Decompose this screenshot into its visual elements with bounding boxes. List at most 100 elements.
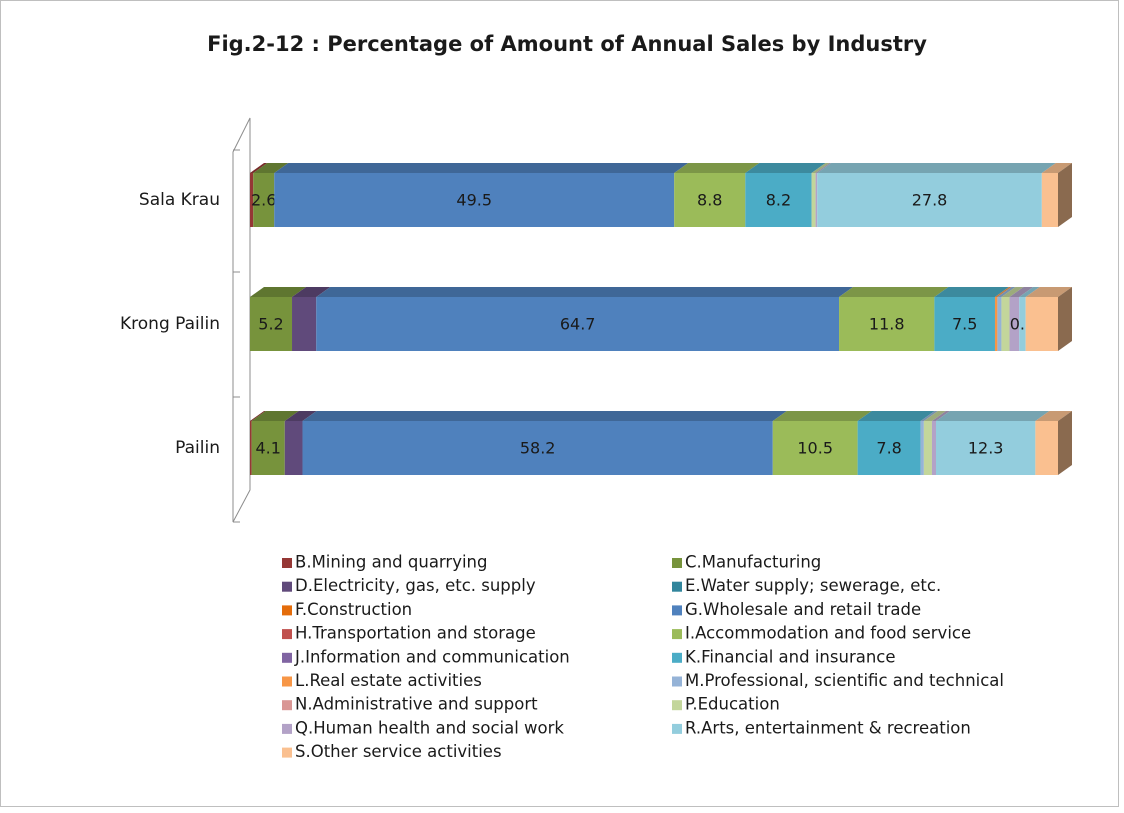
bar-segment-top: [251, 411, 299, 421]
bar-segment-top: [250, 411, 266, 421]
legend-label: P.Education: [685, 695, 780, 714]
bar-segment: [1001, 297, 1010, 351]
bar-segment: [1041, 173, 1058, 227]
bar-segment: [1009, 297, 1020, 351]
data-label: 2.6: [251, 191, 276, 210]
chart-title: Fig.2-12 : Percentage of Amount of Annua…: [207, 32, 927, 56]
data-label: 27.8: [912, 191, 948, 210]
bar-segment-top: [857, 411, 935, 421]
bar-segment: [292, 297, 317, 351]
data-label: 8.2: [766, 191, 791, 210]
bar-segment-top: [302, 411, 787, 421]
legend-label: I.Accommodation and food service: [685, 624, 971, 643]
bar-segment: [1025, 297, 1058, 351]
bar-segment: [250, 421, 252, 475]
legend-label: J.Information and communication: [294, 647, 570, 666]
legend-swatch: [282, 652, 292, 663]
bar-segment-top: [316, 287, 854, 297]
legend-label: M.Professional, scientific and technical: [685, 671, 1004, 690]
data-label: 5.2: [258, 315, 283, 334]
bar-segment: [253, 173, 275, 227]
bar-segment-top: [292, 287, 331, 297]
bar-segment: [1019, 297, 1026, 351]
bar-segment: [811, 173, 816, 227]
legend-swatch: [672, 629, 682, 640]
bar-segment-top: [253, 163, 289, 173]
legend-swatch: [672, 652, 682, 663]
bar-segment-top: [1035, 411, 1072, 421]
legend-swatch: [672, 723, 682, 734]
bar-segment-top: [1025, 287, 1072, 297]
bar-segment-top: [815, 163, 832, 173]
bar-segment: [931, 421, 936, 475]
legend-swatch: [282, 629, 292, 640]
bar-segment: [997, 297, 1002, 351]
bar-segment: [839, 297, 935, 351]
bar-segment-top: [811, 163, 830, 173]
legend-swatch: [282, 747, 292, 758]
bar-segment-top: [994, 287, 1012, 297]
bar-segment-top: [745, 163, 826, 173]
data-label: 7.8: [876, 439, 901, 458]
data-label: 4.1: [255, 439, 280, 458]
bar-segment-top: [1041, 163, 1072, 173]
legend-label: G.Wholesale and retail trade: [685, 600, 921, 619]
bar-segment: [316, 297, 840, 351]
bar-segment: [250, 297, 293, 351]
category-label: Pailin: [175, 438, 220, 458]
bar-segment-top: [1001, 287, 1024, 297]
legend-swatch: [282, 558, 292, 568]
legend-swatch: [282, 700, 292, 711]
bar-segment-top: [284, 411, 317, 421]
legend-label: S.Other service activities: [295, 742, 502, 761]
data-label: 10.5: [797, 439, 833, 458]
bar-segment: [274, 173, 675, 227]
bar-segment-top: [250, 287, 307, 297]
bar-segment-top: [997, 287, 1016, 297]
legend-swatch: [672, 700, 682, 711]
bar-segment-side: [1058, 287, 1072, 351]
legend-label: D.Electricity, gas, etc. supply: [295, 576, 536, 595]
bar-segment: [817, 173, 1042, 227]
data-label: 58.2: [520, 439, 556, 458]
legend-swatch: [282, 676, 292, 687]
legend-swatch: [282, 605, 292, 616]
category-label: Krong Pailin: [120, 314, 220, 334]
legend-swatch: [282, 723, 292, 734]
bar-segment: [284, 421, 303, 475]
legend-swatch: [672, 605, 682, 616]
legend-label: H.Transportation and storage: [295, 624, 536, 643]
bar-segment: [934, 297, 995, 351]
legend-label: B.Mining and quarrying: [295, 553, 488, 572]
bar-segment-side: [1058, 163, 1072, 227]
legend-swatch: [672, 581, 682, 592]
bar-segment-top: [839, 287, 949, 297]
bar-segment-top: [274, 163, 689, 173]
data-label: 7.5: [952, 315, 977, 334]
legend-swatch: [672, 558, 682, 568]
bar-segment-top: [250, 163, 268, 173]
bar-segment: [920, 421, 924, 475]
bar-segment: [674, 173, 746, 227]
bar-segment: [251, 421, 285, 475]
bar-segment: [772, 421, 858, 475]
bar-segment: [745, 173, 812, 227]
data-label: 64.7: [560, 315, 596, 334]
bar-segment: [302, 421, 773, 475]
bar-segment-top: [923, 411, 946, 421]
bar-segment-side: [1058, 411, 1072, 475]
bar-segment-top: [1009, 287, 1034, 297]
bar-segment-top: [931, 411, 950, 421]
legend-label: E.Water supply; sewerage, etc.: [685, 576, 941, 595]
category-label: Sala Krau: [139, 190, 220, 210]
legend-swatch: [672, 676, 682, 687]
data-label: 49.5: [456, 191, 492, 210]
bar-segment-top: [817, 163, 1056, 173]
legend-label: C.Manufacturing: [685, 553, 821, 572]
bar-segment-top: [935, 411, 1050, 421]
legend-label: N.Administrative and support: [295, 695, 538, 714]
legend-label: K.Financial and insurance: [685, 647, 896, 666]
